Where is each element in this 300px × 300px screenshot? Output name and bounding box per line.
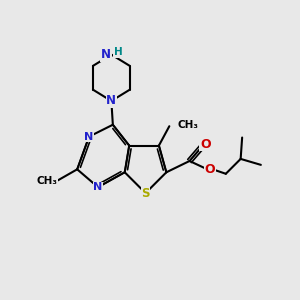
Text: N: N — [106, 94, 116, 107]
Text: S: S — [141, 187, 150, 200]
Text: H: H — [113, 47, 122, 57]
Text: N: N — [84, 132, 94, 142]
Text: CH₃: CH₃ — [37, 176, 58, 186]
Text: N: N — [93, 182, 103, 192]
Text: N: N — [101, 48, 111, 61]
Text: CH₃: CH₃ — [178, 120, 199, 130]
Text: O: O — [204, 163, 215, 176]
Text: O: O — [200, 138, 211, 151]
